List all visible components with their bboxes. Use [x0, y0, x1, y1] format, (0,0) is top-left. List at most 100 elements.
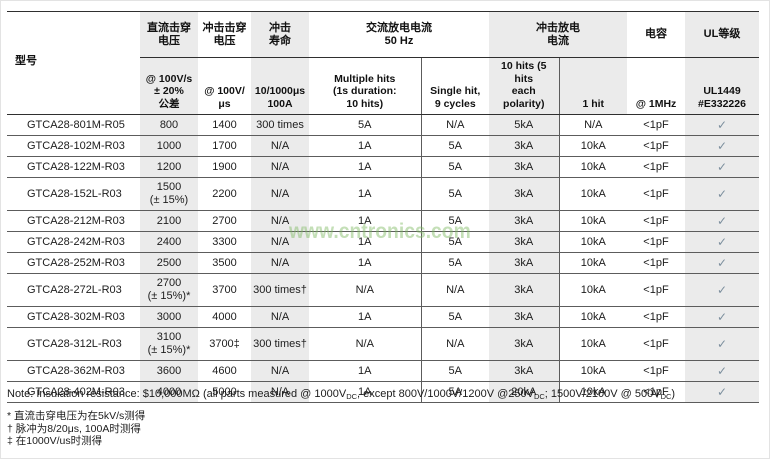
- ten-hits-cell: 3kA: [489, 210, 560, 232]
- table-row: GTCA28-801M-R05 800 1400 300 times 5A N/…: [7, 114, 759, 136]
- model-cell: GTCA28-312L-R03: [7, 327, 140, 361]
- column-group-dc-breakdown: 直流击穿 电压: [140, 11, 198, 58]
- multi-hit-cell: 1A: [309, 210, 422, 232]
- sub-header-row: @ 100V/s ± 20% 公差 @ 100V/μs 10/1000μs 10…: [7, 57, 759, 115]
- multi-hit-cell: 1A: [309, 156, 422, 178]
- note-text: ; 1500V/2100V @ 500V: [544, 388, 661, 400]
- multi-hit-cell: 1A: [309, 306, 422, 328]
- dc-cell: 1500 (± 15%): [140, 177, 198, 211]
- subheader-one-hit: 1 hit: [559, 57, 627, 115]
- one-hit-cell: 10kA: [559, 252, 627, 274]
- ten-hits-cell: 3kA: [489, 177, 560, 211]
- multi-hit-cell: 5A: [309, 114, 422, 136]
- model-cell: GTCA28-212M-R03: [7, 210, 140, 232]
- dc-cell: 3100 (± 15%)*: [140, 327, 198, 361]
- single-hit-cell: 5A: [421, 135, 489, 157]
- insulation-note: Note: Insulation resistance: $10,000MΩ (…: [7, 387, 675, 404]
- one-hit-cell: 10kA: [559, 156, 627, 178]
- table-body: GTCA28-801M-R05 800 1400 300 times 5A N/…: [7, 114, 759, 403]
- one-hit-cell: 10kA: [559, 135, 627, 157]
- dc-cell: 2500: [140, 252, 198, 274]
- dc-cell: 2700 (± 15%)*: [140, 273, 198, 307]
- life-cell: N/A: [251, 135, 309, 157]
- subheader-multiple-hits: Multiple hits (1s duration: 10 hits): [309, 57, 422, 115]
- life-cell: N/A: [251, 252, 309, 274]
- impulse-bd-cell: 4000: [198, 306, 251, 328]
- single-hit-cell: N/A: [421, 327, 489, 361]
- life-cell: N/A: [251, 360, 309, 382]
- checkmark-icon: ✓: [685, 306, 759, 328]
- checkmark-icon: ✓: [685, 177, 759, 211]
- subheader-cap-condition: @ 1MHz: [627, 57, 685, 115]
- column-header-model: 型号: [7, 11, 140, 115]
- footnote-asterisk: * 直流击穿电压为在5kV/s测得: [7, 410, 146, 422]
- table-row: GTCA28-272L-R03 2700 (± 15%)* 3700 300 t…: [7, 273, 759, 307]
- model-cell: GTCA28-402M-R03: [7, 381, 140, 403]
- single-hit-cell: 5A: [421, 360, 489, 382]
- life-cell: 300 times†: [251, 327, 309, 361]
- column-group-impulse-breakdown: 冲击击穿 电压: [198, 11, 251, 58]
- ten-hits-cell: 3kA: [489, 273, 560, 307]
- one-hit-cell: 10kA: [559, 210, 627, 232]
- impulse-bd-cell: 4600: [198, 360, 251, 382]
- life-cell: N/A: [251, 231, 309, 253]
- multi-hit-cell: 1A: [309, 135, 422, 157]
- multi-hit-cell: 1A: [309, 381, 422, 403]
- subheader-ul-number: UL1449 #E332226: [685, 57, 759, 115]
- table-header: 型号 直流击穿 电压 冲击击穿 电压 冲击 寿命 交流放电电流 50 Hz 冲击…: [7, 11, 759, 115]
- dc-cell: 800: [140, 114, 198, 136]
- table-row: GTCA28-122M-R03 1200 1900 N/A 1A 5A 3kA …: [7, 156, 759, 178]
- cap-cell: <1pF: [627, 327, 685, 361]
- column-group-ul-rating: UL等级: [685, 11, 759, 58]
- note-text: Note: Insulation resistance: $10,000MΩ (…: [7, 388, 347, 400]
- life-cell: 300 times†: [251, 273, 309, 307]
- note-subscript: DC: [346, 392, 358, 401]
- life-cell: 300 times: [251, 114, 309, 136]
- footnotes: * 直流击穿电压为在5kV/s测得 † 脉冲为8/20μs, 100A时测得 ‡…: [7, 410, 145, 448]
- subheader-life-condition: 10/1000μs 100A: [251, 57, 309, 115]
- ten-hits-cell: 3kA: [489, 231, 560, 253]
- model-cell: GTCA28-362M-R03: [7, 360, 140, 382]
- table-row: GTCA28-302M-R03 3000 4000 N/A 1A 5A 3kA …: [7, 306, 759, 328]
- one-hit-cell: 10kA: [559, 306, 627, 328]
- cap-cell: <1pF: [627, 381, 685, 403]
- cap-cell: <1pF: [627, 306, 685, 328]
- note-subscript: DC: [533, 392, 545, 401]
- model-cell: GTCA28-252M-R03: [7, 252, 140, 274]
- table-row: GTCA28-152L-R03 1500 (± 15%) 2200 N/A 1A…: [7, 177, 759, 211]
- impulse-bd-cell: 1700: [198, 135, 251, 157]
- checkmark-icon: ✓: [685, 273, 759, 307]
- model-cell: GTCA28-242M-R03: [7, 231, 140, 253]
- impulse-bd-cell: 5000: [198, 381, 251, 403]
- model-cell: GTCA28-302M-R03: [7, 306, 140, 328]
- model-cell: GTCA28-272L-R03: [7, 273, 140, 307]
- cap-cell: <1pF: [627, 177, 685, 211]
- single-hit-cell: 5A: [421, 252, 489, 274]
- life-cell: N/A: [251, 210, 309, 232]
- one-hit-cell: 10kA: [559, 177, 627, 211]
- life-cell: N/A: [251, 156, 309, 178]
- impulse-bd-cell: 2200: [198, 177, 251, 211]
- cap-cell: <1pF: [627, 210, 685, 232]
- checkmark-icon: ✓: [685, 210, 759, 232]
- impulse-bd-cell: 1900: [198, 156, 251, 178]
- checkmark-icon: ✓: [685, 135, 759, 157]
- ten-hits-cell: 20kA: [489, 381, 560, 403]
- model-cell: GTCA28-122M-R03: [7, 156, 140, 178]
- footnote-dagger: † 脉冲为8/20μs, 100A时测得: [7, 422, 141, 435]
- ten-hits-cell: 3kA: [489, 306, 560, 328]
- model-cell: GTCA28-102M-R03: [7, 135, 140, 157]
- multi-hit-cell: 1A: [309, 177, 422, 211]
- ten-hits-cell: 5kA: [489, 114, 560, 136]
- table-row: GTCA28-242M-R03 2400 3300 N/A 1A 5A 3kA …: [7, 231, 759, 253]
- single-hit-cell: N/A: [421, 273, 489, 307]
- one-hit-cell: 10kA: [559, 381, 627, 403]
- multi-hit-cell: 1A: [309, 231, 422, 253]
- note-text: ): [671, 388, 676, 400]
- cap-cell: <1pF: [627, 135, 685, 157]
- checkmark-icon: ✓: [685, 327, 759, 361]
- spec-table: 型号 直流击穿 电压 冲击击穿 电压 冲击 寿命 交流放电电流 50 Hz 冲击…: [7, 11, 759, 403]
- impulse-bd-cell: 3300: [198, 231, 251, 253]
- dc-cell: 2100: [140, 210, 198, 232]
